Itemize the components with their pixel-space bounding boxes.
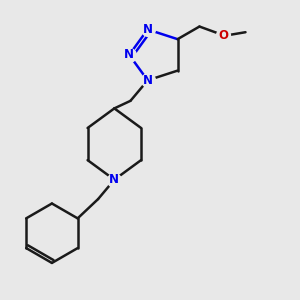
Text: N: N <box>124 48 134 62</box>
Text: N: N <box>143 74 153 87</box>
Text: O: O <box>218 29 228 42</box>
Text: N: N <box>109 173 119 186</box>
Text: N: N <box>143 23 153 36</box>
